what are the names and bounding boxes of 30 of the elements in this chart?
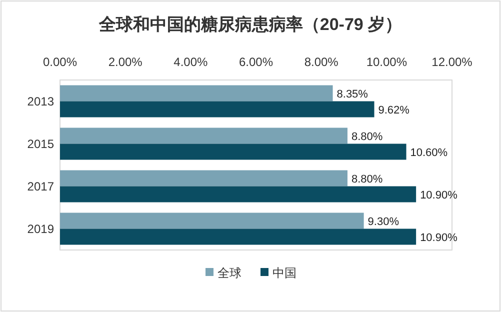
- data-label: 8.80%: [351, 173, 383, 186]
- x-tick-label: 0.00%: [42, 55, 78, 69]
- bar: [60, 228, 416, 245]
- bar: [60, 186, 416, 202]
- data-label: 8.80%: [351, 130, 383, 143]
- x-tick-label: 8.00%: [304, 55, 339, 69]
- y-tick-label: 2017: [27, 179, 54, 194]
- y-tick-label: 2019: [27, 222, 54, 236]
- data-label: 9.62%: [378, 104, 410, 116]
- x-tick-label: 6.00%: [238, 55, 274, 69]
- y-tick-label: 2015: [27, 136, 54, 151]
- legend-label: 中国: [272, 266, 296, 280]
- y-tick-label: 2013: [27, 94, 54, 108]
- data-label: 10.90%: [420, 232, 458, 244]
- bar: [60, 144, 406, 160]
- legend-label: 全球: [218, 266, 242, 280]
- x-tick-label: 12.00%: [432, 55, 473, 69]
- x-tick-label: 10.00%: [366, 55, 408, 69]
- bar: [60, 85, 333, 102]
- bar: [60, 128, 348, 144]
- data-label: 9.30%: [368, 216, 400, 228]
- bar: [60, 101, 374, 118]
- bar: [60, 170, 348, 186]
- chart-title: 全球和中国的糖尿病患病率（20-79 岁）: [98, 15, 402, 34]
- data-label: 10.90%: [420, 189, 458, 202]
- bar: [60, 212, 364, 229]
- data-label: 10.60%: [410, 146, 448, 159]
- x-tick-label: 2.00%: [108, 55, 143, 69]
- x-tick-label: 4.00%: [174, 55, 208, 69]
- data-label: 8.35%: [336, 88, 368, 100]
